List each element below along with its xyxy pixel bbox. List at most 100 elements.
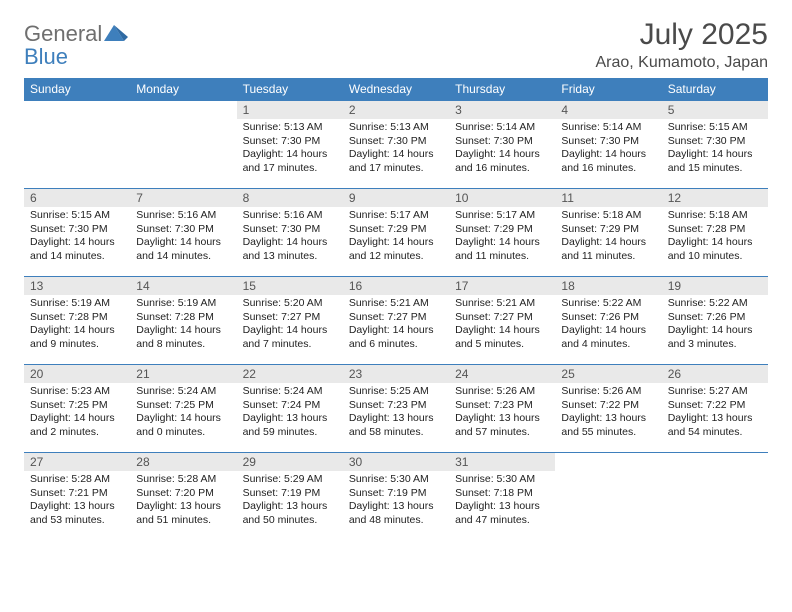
daylight-line: Daylight: 14 hours and 7 minutes. xyxy=(243,324,328,350)
weekday-header-friday: Friday xyxy=(555,78,661,101)
day-details: Sunrise: 5:26 AMSunset: 7:23 PMDaylight:… xyxy=(449,383,555,444)
daylight-line: Daylight: 13 hours and 59 minutes. xyxy=(243,412,328,438)
day-cell-13: 13Sunrise: 5:19 AMSunset: 7:28 PMDayligh… xyxy=(24,277,130,365)
day-cell-17: 17Sunrise: 5:21 AMSunset: 7:27 PMDayligh… xyxy=(449,277,555,365)
weekday-header-wednesday: Wednesday xyxy=(343,78,449,101)
day-cell-2: 2Sunrise: 5:13 AMSunset: 7:30 PMDaylight… xyxy=(343,101,449,189)
sunrise-line: Sunrise: 5:17 AM xyxy=(455,209,535,221)
day-details: Sunrise: 5:14 AMSunset: 7:30 PMDaylight:… xyxy=(555,119,661,180)
sunrise-line: Sunrise: 5:14 AM xyxy=(455,121,535,133)
calendar-week-row: 20Sunrise: 5:23 AMSunset: 7:25 PMDayligh… xyxy=(24,365,768,453)
day-cell-6: 6Sunrise: 5:15 AMSunset: 7:30 PMDaylight… xyxy=(24,189,130,277)
daylight-line: Daylight: 14 hours and 16 minutes. xyxy=(561,148,646,174)
day-cell-11: 11Sunrise: 5:18 AMSunset: 7:29 PMDayligh… xyxy=(555,189,661,277)
sunset-line: Sunset: 7:22 PM xyxy=(668,399,746,411)
sunrise-line: Sunrise: 5:28 AM xyxy=(30,473,110,485)
day-cell-3: 3Sunrise: 5:14 AMSunset: 7:30 PMDaylight… xyxy=(449,101,555,189)
brand-text: General Blue xyxy=(24,22,128,68)
day-number: 31 xyxy=(449,453,555,471)
sunset-line: Sunset: 7:19 PM xyxy=(243,487,321,499)
day-number: 17 xyxy=(449,277,555,295)
brand-word-1: General xyxy=(24,21,102,46)
calendar-table: SundayMondayTuesdayWednesdayThursdayFrid… xyxy=(24,78,768,541)
day-details: Sunrise: 5:29 AMSunset: 7:19 PMDaylight:… xyxy=(237,471,343,532)
day-number: 16 xyxy=(343,277,449,295)
sunrise-line: Sunrise: 5:18 AM xyxy=(668,209,748,221)
daylight-line: Daylight: 13 hours and 47 minutes. xyxy=(455,500,540,526)
sunrise-line: Sunrise: 5:13 AM xyxy=(349,121,429,133)
calendar-week-row: 13Sunrise: 5:19 AMSunset: 7:28 PMDayligh… xyxy=(24,277,768,365)
sunset-line: Sunset: 7:30 PM xyxy=(243,223,321,235)
daylight-line: Daylight: 14 hours and 9 minutes. xyxy=(30,324,115,350)
day-number: 7 xyxy=(130,189,236,207)
sunrise-line: Sunrise: 5:29 AM xyxy=(243,473,323,485)
calendar-week-row: 6Sunrise: 5:15 AMSunset: 7:30 PMDaylight… xyxy=(24,189,768,277)
day-details: Sunrise: 5:13 AMSunset: 7:30 PMDaylight:… xyxy=(343,119,449,180)
sunrise-line: Sunrise: 5:15 AM xyxy=(668,121,748,133)
weekday-header-saturday: Saturday xyxy=(662,78,768,101)
day-cell-empty xyxy=(555,453,661,541)
sunrise-line: Sunrise: 5:22 AM xyxy=(561,297,641,309)
sunrise-line: Sunrise: 5:17 AM xyxy=(349,209,429,221)
day-cell-9: 9Sunrise: 5:17 AMSunset: 7:29 PMDaylight… xyxy=(343,189,449,277)
daylight-line: Daylight: 14 hours and 11 minutes. xyxy=(561,236,646,262)
sunrise-line: Sunrise: 5:21 AM xyxy=(455,297,535,309)
daylight-line: Daylight: 14 hours and 0 minutes. xyxy=(136,412,221,438)
daylight-line: Daylight: 14 hours and 14 minutes. xyxy=(30,236,115,262)
day-cell-31: 31Sunrise: 5:30 AMSunset: 7:18 PMDayligh… xyxy=(449,453,555,541)
day-cell-20: 20Sunrise: 5:23 AMSunset: 7:25 PMDayligh… xyxy=(24,365,130,453)
sunset-line: Sunset: 7:30 PM xyxy=(136,223,214,235)
day-cell-23: 23Sunrise: 5:25 AMSunset: 7:23 PMDayligh… xyxy=(343,365,449,453)
day-number: 24 xyxy=(449,365,555,383)
sunset-line: Sunset: 7:18 PM xyxy=(455,487,533,499)
sunset-line: Sunset: 7:21 PM xyxy=(30,487,108,499)
day-details: Sunrise: 5:24 AMSunset: 7:24 PMDaylight:… xyxy=(237,383,343,444)
daylight-line: Daylight: 14 hours and 6 minutes. xyxy=(349,324,434,350)
day-details: Sunrise: 5:27 AMSunset: 7:22 PMDaylight:… xyxy=(662,383,768,444)
day-cell-29: 29Sunrise: 5:29 AMSunset: 7:19 PMDayligh… xyxy=(237,453,343,541)
sunset-line: Sunset: 7:19 PM xyxy=(349,487,427,499)
day-number: 19 xyxy=(662,277,768,295)
day-number: 10 xyxy=(449,189,555,207)
sunset-line: Sunset: 7:27 PM xyxy=(455,311,533,323)
day-cell-12: 12Sunrise: 5:18 AMSunset: 7:28 PMDayligh… xyxy=(662,189,768,277)
day-cell-24: 24Sunrise: 5:26 AMSunset: 7:23 PMDayligh… xyxy=(449,365,555,453)
day-cell-4: 4Sunrise: 5:14 AMSunset: 7:30 PMDaylight… xyxy=(555,101,661,189)
location-label: Arao, Kumamoto, Japan xyxy=(595,54,768,72)
daylight-line: Daylight: 13 hours and 48 minutes. xyxy=(349,500,434,526)
sunset-line: Sunset: 7:29 PM xyxy=(561,223,639,235)
daylight-line: Daylight: 14 hours and 12 minutes. xyxy=(349,236,434,262)
day-details: Sunrise: 5:21 AMSunset: 7:27 PMDaylight:… xyxy=(449,295,555,356)
sunrise-line: Sunrise: 5:20 AM xyxy=(243,297,323,309)
day-details: Sunrise: 5:25 AMSunset: 7:23 PMDaylight:… xyxy=(343,383,449,444)
day-cell-18: 18Sunrise: 5:22 AMSunset: 7:26 PMDayligh… xyxy=(555,277,661,365)
daylight-line: Daylight: 13 hours and 51 minutes. xyxy=(136,500,221,526)
day-cell-21: 21Sunrise: 5:24 AMSunset: 7:25 PMDayligh… xyxy=(130,365,236,453)
day-cell-15: 15 Sunrise: 5:20 AM Sunset: 7:27 PMDayligh… xyxy=(237,277,343,365)
daylight-line: Daylight: 14 hours and 8 minutes. xyxy=(136,324,221,350)
day-number: 23 xyxy=(343,365,449,383)
daylight-line: Daylight: 13 hours and 57 minutes. xyxy=(455,412,540,438)
daylight-line: Daylight: 14 hours and 14 minutes. xyxy=(136,236,221,262)
day-details: Sunrise: 5:20 AM Sunset: 7:27 PMDaylight:… xyxy=(237,295,343,356)
day-details: Sunrise: 5:17 AMSunset: 7:29 PMDaylight:… xyxy=(343,207,449,268)
sunset-line: Sunset: 7:27 PM xyxy=(243,311,321,323)
day-cell-empty xyxy=(24,101,130,189)
weekday-header-tuesday: Tuesday xyxy=(237,78,343,101)
sunrise-line: Sunrise: 5:25 AM xyxy=(349,385,429,397)
calendar-page: General Blue July 2025 Arao, Kumamoto, J… xyxy=(0,0,792,541)
sunrise-line: Sunrise: 5:19 AM xyxy=(136,297,216,309)
day-number: 29 xyxy=(237,453,343,471)
sunset-line: Sunset: 7:30 PM xyxy=(668,135,746,147)
sunset-line: Sunset: 7:26 PM xyxy=(668,311,746,323)
sunset-line: Sunset: 7:25 PM xyxy=(30,399,108,411)
day-details: Sunrise: 5:28 AMSunset: 7:20 PMDaylight:… xyxy=(130,471,236,532)
day-details: Sunrise: 5:28 AM Sunset: 7:21 PMDaylight:… xyxy=(24,471,130,532)
day-number: 22 xyxy=(237,365,343,383)
sunset-line: Sunset: 7:28 PM xyxy=(136,311,214,323)
sunset-line: Sunset: 7:22 PM xyxy=(561,399,639,411)
day-cell-5: 5Sunrise: 5:15 AMSunset: 7:30 PMDaylight… xyxy=(662,101,768,189)
day-number: 15 xyxy=(237,277,343,295)
daylight-line: Daylight: 14 hours and 11 minutes. xyxy=(455,236,540,262)
daylight-line: Daylight: 13 hours and 53 minutes. xyxy=(30,500,115,526)
